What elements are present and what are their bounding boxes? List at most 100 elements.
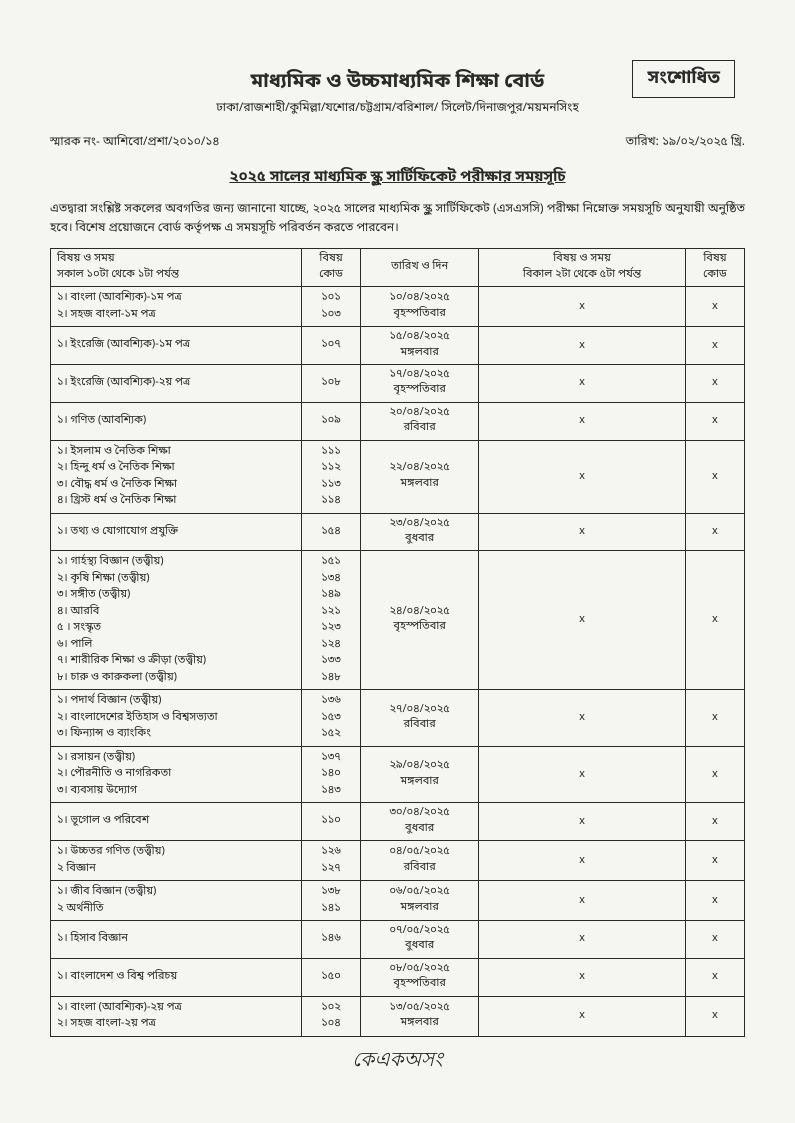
header-subject-morning: বিষয় ও সময়সকাল ১০টা থেকে ১টা পর্যন্ত [51, 249, 302, 287]
subject-cell: ১। ভূগোল ও পরিবেশ [51, 803, 302, 841]
subject-cell: ১। পদার্থ বিজ্ঞান (তত্ত্বীয়)২। বাংলাদেশ… [51, 690, 302, 747]
code-cell: ১১০ [302, 803, 361, 841]
date-cell: ২২/০৪/২০২৫মঙ্গলবার [361, 440, 479, 513]
subject-cell: ১। ইসলাম ও নৈতিক শিক্ষা২। হিন্দু ধর্ম ও … [51, 440, 302, 513]
date-cell: ০৪/০৫/২০২৫রবিবার [361, 841, 479, 881]
afternoon-subject-cell: x [479, 364, 686, 402]
code-cell: ১৪৬ [302, 921, 361, 959]
afternoon-code-cell: x [685, 803, 744, 841]
table-row: ১। ইসলাম ও নৈতিক শিক্ষা২। হিন্দু ধর্ম ও … [51, 440, 745, 513]
table-row: ১। বাংলাদেশ ও বিশ্ব পরিচয়১৫০০৮/০৫/২০২৫ব… [51, 958, 745, 996]
date-cell: ২০/০৪/২০২৫রবিবার [361, 402, 479, 440]
table-row: ১। গার্হস্থ্য বিজ্ঞান (তত্ত্বীয়)২। কৃষি… [51, 551, 745, 690]
table-row: ১। ইংরেজি (আবশ্যিক)-২য় পত্র১০৮১৭/০৪/২০২… [51, 364, 745, 402]
afternoon-code-cell: x [685, 958, 744, 996]
table-row: ১। বাংলা (আবশ্যিক)-১ম পত্র২। সহজ বাংলা-১… [51, 287, 745, 327]
afternoon-code-cell: x [685, 402, 744, 440]
board-regions: ঢাকা/রাজশাহী/কুমিল্লা/যশোর/চট্টগ্রাম/বরি… [50, 100, 745, 116]
afternoon-subject-cell: x [479, 440, 686, 513]
code-cell: ১৫১১৩৪১৪৯১২১১২৩১২৪১৩৩১৪৮ [302, 551, 361, 690]
afternoon-code-cell: x [685, 996, 744, 1036]
afternoon-subject-cell: x [479, 881, 686, 921]
code-cell: ১০৮ [302, 364, 361, 402]
subject-cell: ১। জীব বিজ্ঞান (তত্ত্বীয়)২ অর্থনীতি [51, 881, 302, 921]
table-row: ১। পদার্থ বিজ্ঞান (তত্ত্বীয়)২। বাংলাদেশ… [51, 690, 745, 747]
date-cell: ২৭/০৪/২০২৫রবিবার [361, 690, 479, 747]
afternoon-subject-cell: x [479, 841, 686, 881]
date-cell: ১০/০৪/২০২৫বৃহস্পতিবার [361, 287, 479, 327]
code-cell: ১০৯ [302, 402, 361, 440]
subject-cell: ১। হিসাব বিজ্ঞান [51, 921, 302, 959]
code-cell: ১১১১১২১১৩১১৪ [302, 440, 361, 513]
afternoon-code-cell: x [685, 513, 744, 551]
date-cell: ২৯/০৪/২০২৫মঙ্গলবার [361, 746, 479, 803]
afternoon-code-cell: x [685, 364, 744, 402]
table-row: ১। ভূগোল ও পরিবেশ১১০৩০/০৪/২০২৫বুধবারxx [51, 803, 745, 841]
afternoon-subject-cell: x [479, 690, 686, 747]
afternoon-subject-cell: x [479, 287, 686, 327]
afternoon-subject-cell: x [479, 513, 686, 551]
table-row: ১। বাংলা (আবশ্যিক)-২য় পত্র২। সহজ বাংলা-… [51, 996, 745, 1036]
subject-cell: ১। তথ্য ও যোগাযোগ প্রযুক্তি [51, 513, 302, 551]
afternoon-subject-cell: x [479, 921, 686, 959]
date-cell: ১৫/০৪/২০২৫মঙ্গলবার [361, 327, 479, 365]
date-cell: ২৩/০৪/২০২৫বুধবার [361, 513, 479, 551]
signature: কেএকঅসং [50, 1045, 745, 1078]
subject-cell: ১। বাংলা (আবশ্যিক)-২য় পত্র২। সহজ বাংলা-… [51, 996, 302, 1036]
code-cell: ১৫০ [302, 958, 361, 996]
afternoon-code-cell: x [685, 921, 744, 959]
afternoon-subject-cell: x [479, 402, 686, 440]
table-row: ১। উচ্চতর গণিত (তত্ত্বীয়)২ বিজ্ঞান১২৬১২… [51, 841, 745, 881]
code-cell: ১৩৬১৫৩১৫২ [302, 690, 361, 747]
subject-cell: ১। গণিত (আবশ্যিক) [51, 402, 302, 440]
afternoon-code-cell: x [685, 440, 744, 513]
code-cell: ১৩৮১৪১ [302, 881, 361, 921]
afternoon-code-cell: x [685, 841, 744, 881]
afternoon-subject-cell: x [479, 551, 686, 690]
table-row: ১। জীব বিজ্ঞান (তত্ত্বীয়)২ অর্থনীতি১৩৮১… [51, 881, 745, 921]
afternoon-code-cell: x [685, 327, 744, 365]
date-cell: ২৪/০৪/২০২৫বৃহস্পতিবার [361, 551, 479, 690]
subject-cell: ১। উচ্চতর গণিত (তত্ত্বীয়)২ বিজ্ঞান [51, 841, 302, 881]
subject-cell: ১। রসায়ন (তত্ত্বীয়)২। পৌরনীতি ও নাগরিক… [51, 746, 302, 803]
subject-cell: ১। ইংরেজি (আবশ্যিক)-১ম পত্র [51, 327, 302, 365]
header-code-afternoon: বিষয়কোড [685, 249, 744, 287]
subject-cell: ১। বাংলা (আবশ্যিক)-১ম পত্র২। সহজ বাংলা-১… [51, 287, 302, 327]
date-cell: ১৩/০৫/২০২৫মঙ্গলবার [361, 996, 479, 1036]
intro-paragraph: এতদ্বারা সংশ্লিষ্ট সকলের অবগতির জন্য জান… [50, 200, 745, 238]
schedule-table: বিষয় ও সময়সকাল ১০টা থেকে ১টা পর্যন্ত ব… [50, 248, 745, 1036]
code-cell: ১০৭ [302, 327, 361, 365]
code-cell: ১০১১০৩ [302, 287, 361, 327]
date-cell: ০৭/০৫/২০২৫বুধবার [361, 921, 479, 959]
table-row: ১। গণিত (আবশ্যিক)১০৯২০/০৪/২০২৫রবিবারxx [51, 402, 745, 440]
memo-date-row: স্মারক নং- আশিবো/প্রশা/২০১০/১৪ তারিখ: ১৯… [50, 134, 745, 150]
subject-cell: ১। ইংরেজি (আবশ্যিক)-২য় পত্র [51, 364, 302, 402]
schedule-title: ২০২৫ সালের মাধ্যমিক স্কুল সার্টিফিকেট পর… [50, 168, 745, 188]
afternoon-subject-cell: x [479, 996, 686, 1036]
corrected-label: সংশোধিত [632, 60, 735, 98]
header-subject-afternoon: বিষয় ও সময়বিকাল ২টা থেকে ৫টা পর্যন্ত [479, 249, 686, 287]
subject-cell: ১। গার্হস্থ্য বিজ্ঞান (তত্ত্বীয়)২। কৃষি… [51, 551, 302, 690]
table-row: ১। তথ্য ও যোগাযোগ প্রযুক্তি১৫৪২৩/০৪/২০২৫… [51, 513, 745, 551]
date-cell: ১৭/০৪/২০২৫বৃহস্পতিবার [361, 364, 479, 402]
afternoon-subject-cell: x [479, 803, 686, 841]
afternoon-subject-cell: x [479, 746, 686, 803]
date-cell: ৩০/০৪/২০২৫বুধবার [361, 803, 479, 841]
table-row: ১। ইংরেজি (আবশ্যিক)-১ম পত্র১০৭১৫/০৪/২০২৫… [51, 327, 745, 365]
date-cell: ০৮/০৫/২০২৫বৃহস্পতিবার [361, 958, 479, 996]
afternoon-code-cell: x [685, 551, 744, 690]
table-row: ১। রসায়ন (তত্ত্বীয়)২। পৌরনীতি ও নাগরিক… [51, 746, 745, 803]
afternoon-subject-cell: x [479, 958, 686, 996]
date-cell: ০৬/০৫/২০২৫মঙ্গলবার [361, 881, 479, 921]
afternoon-code-cell: x [685, 746, 744, 803]
code-cell: ১৩৭১৪০১৪৩ [302, 746, 361, 803]
code-cell: ১৫৪ [302, 513, 361, 551]
afternoon-code-cell: x [685, 881, 744, 921]
table-row: ১। হিসাব বিজ্ঞান১৪৬০৭/০৫/২০২৫বুধবারxx [51, 921, 745, 959]
subject-cell: ১। বাংলাদেশ ও বিশ্ব পরিচয় [51, 958, 302, 996]
header-date: তারিখ ও দিন [361, 249, 479, 287]
memo-number: স্মারক নং- আশিবো/প্রশা/২০১০/১৪ [50, 134, 220, 150]
issue-date: তারিখ: ১৯/০২/২০২৫ খ্রি. [626, 134, 745, 150]
afternoon-subject-cell: x [479, 327, 686, 365]
afternoon-code-cell: x [685, 287, 744, 327]
